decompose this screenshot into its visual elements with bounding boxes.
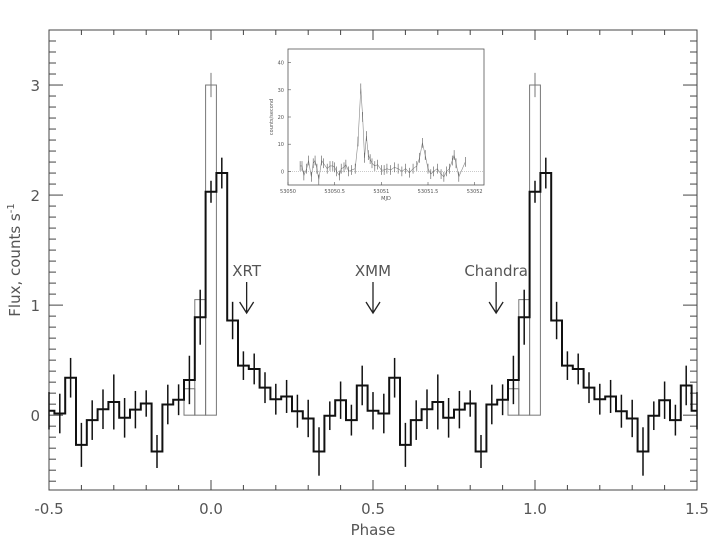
inset-y-tick-label: 20 — [278, 115, 284, 121]
inset-y-tick-label: 0 — [281, 169, 284, 175]
annotation-label: XMM — [355, 262, 391, 280]
inset-x-tick-label: 53052 — [467, 189, 483, 195]
x-tick-label: -0.5 — [34, 500, 63, 518]
x-axis-label: Phase — [351, 521, 396, 539]
down-arrow-icon — [365, 282, 381, 315]
inset-x-tick-label: 53050.5 — [324, 189, 345, 195]
annotation-label: XRT — [232, 262, 262, 280]
axis-ticks — [48, 30, 698, 490]
annotations: XRT XMM Chandra — [232, 262, 528, 315]
thick-histogram — [48, 157, 698, 476]
thin-bin — [529, 84, 541, 416]
x-tick-label: 0.5 — [361, 500, 385, 518]
inset-light-curve: 53050 53050.5 53051 53051.5 53052 0 10 20 30 40 MJ… — [269, 48, 485, 202]
inset-frame — [287, 48, 485, 186]
x-tick-label: 0.0 — [199, 500, 223, 518]
x-tick-label: 1.5 — [685, 500, 709, 518]
inset-y-tick-label: 10 — [278, 142, 284, 148]
inset-x-axis-label: MJD — [381, 196, 391, 202]
y-tick-label: 2 — [30, 187, 40, 205]
x-tick-label: 1.0 — [523, 500, 547, 518]
y-tick-label: 3 — [30, 77, 40, 95]
y-axis-label-text: Flux, counts s — [6, 213, 24, 317]
y-tick-label: 0 — [30, 407, 40, 425]
down-arrow-icon — [488, 282, 504, 315]
thin-bin — [205, 84, 217, 416]
inset-y-tick-label: 30 — [278, 88, 284, 94]
inset-x-tick-label: 53051.5 — [418, 189, 439, 195]
x-tick-labels: -0.5 0.0 0.5 1.0 1.5 — [34, 500, 709, 518]
inset-y-tick-label: 40 — [278, 61, 284, 67]
annotation-label: Chandra — [464, 262, 528, 280]
down-arrow-icon — [239, 282, 255, 315]
y-tick-labels: 0 1 2 3 — [30, 77, 40, 425]
inset-y-axis-label: counts/second — [269, 99, 275, 135]
inset-x-tick-label: 53050 — [280, 189, 296, 195]
y-tick-label: 1 — [30, 297, 40, 315]
inset-x-tick-label: 53051 — [373, 189, 389, 195]
y-axis-label: Flux, counts s-1 — [6, 203, 24, 316]
y-axis-label-exponent: -1 — [6, 203, 17, 213]
